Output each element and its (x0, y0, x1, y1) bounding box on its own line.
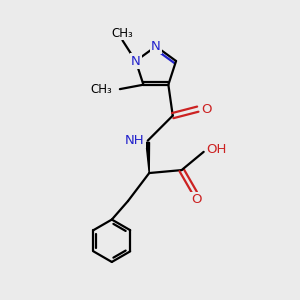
Text: OH: OH (206, 143, 226, 156)
Text: NH: NH (125, 134, 145, 147)
Text: CH₃: CH₃ (91, 82, 112, 96)
Text: O: O (201, 103, 211, 116)
Text: O: O (191, 193, 202, 206)
Text: N: N (151, 40, 161, 53)
Text: CH₃: CH₃ (112, 26, 134, 40)
Text: N: N (131, 55, 141, 68)
Polygon shape (146, 142, 149, 173)
